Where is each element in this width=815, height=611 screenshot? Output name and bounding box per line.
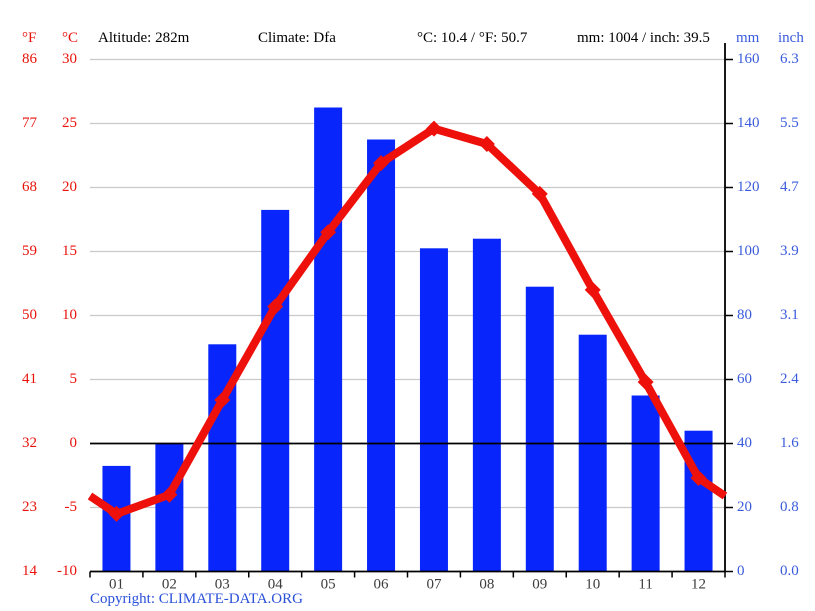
y-tick-inch-6.3: 6.3	[780, 51, 799, 67]
y-tick-c--10: -10	[57, 563, 77, 579]
x-tick-label-03: 03	[215, 576, 230, 592]
y-tick-f-50: 50	[22, 307, 37, 323]
y-tick-f-32: 32	[22, 435, 37, 451]
y-tick-mm-160: 160	[737, 51, 760, 67]
y-tick-c-0: 0	[70, 435, 78, 451]
x-tick-label-05: 05	[321, 576, 336, 592]
y-tick-f-23: 23	[22, 499, 37, 515]
precip-bar-06	[367, 139, 396, 572]
x-tick-label-08: 08	[479, 576, 494, 592]
temperature-marker-03	[214, 391, 231, 408]
copyright-line: Copyright: CLIMATE-DATA.ORG	[90, 591, 303, 608]
y-tick-mm-80: 80	[737, 307, 752, 323]
climate-data-org-link[interactable]: CLIMATE-DATA.ORG	[158, 591, 303, 607]
temperature-marker-02	[161, 486, 178, 503]
y-tick-inch-2.4: 2.4	[780, 371, 799, 387]
header-climate-class: Climate: Dfa	[258, 30, 336, 46]
x-tick-label-07: 07	[426, 576, 442, 592]
y-tick-f-68: 68	[22, 179, 37, 195]
y-tick-c-10: 10	[62, 307, 77, 323]
precip-bar-08	[472, 238, 501, 572]
y-tick-mm-60: 60	[737, 371, 752, 387]
x-tick-label-06: 06	[374, 576, 390, 592]
precip-bar-07	[419, 248, 448, 572]
temperature-marker-04	[267, 298, 284, 315]
temperature-marker-05	[320, 224, 337, 241]
x-tick-label-01: 01	[109, 576, 124, 592]
y-tick-f-14: 14	[22, 563, 38, 579]
precip-bar-02	[155, 443, 184, 572]
header-inch-unit: inch	[778, 30, 804, 46]
header-total-precip: mm: 1004 / inch: 39.5	[577, 30, 710, 46]
temperature-line	[87, 124, 728, 518]
header-avg-temp: °C: 10.4 / °F: 50.7	[417, 30, 528, 46]
precip-bar-05	[314, 107, 343, 572]
temperature-marker-07	[425, 120, 442, 137]
y-tick-c-25: 25	[62, 115, 77, 131]
y-tick-mm-0: 0	[737, 563, 745, 579]
y-tick-c-20: 20	[62, 179, 77, 195]
y-tick-inch-5.5: 5.5	[780, 115, 799, 131]
y-tick-mm-20: 20	[737, 499, 752, 515]
temperature-marker-01	[108, 505, 125, 522]
precip-bar-12	[684, 430, 713, 572]
y-tick-c-30: 30	[62, 51, 77, 67]
y-tick-f-59: 59	[22, 243, 37, 259]
precip-bar-11	[631, 395, 660, 572]
y-tick-f-41: 41	[22, 371, 37, 387]
y-tick-mm-120: 120	[737, 179, 760, 195]
temperature-marker-08	[478, 135, 495, 152]
temperature-marker-11	[637, 374, 654, 391]
y-tick-inch-0.0: 0.0	[780, 563, 799, 579]
x-tick-label-11: 11	[638, 576, 652, 592]
x-tick-label-12: 12	[691, 576, 706, 592]
x-tick-label-04: 04	[268, 576, 284, 592]
header-c-unit: °C	[62, 30, 79, 46]
header-altitude: Altitude: 282m	[98, 30, 190, 46]
x-tick-label-02: 02	[162, 576, 177, 592]
y-tick-inch-4.7: 4.7	[780, 179, 799, 195]
x-tick-label-09: 09	[532, 576, 547, 592]
y-tick-mm-140: 140	[737, 115, 760, 131]
y-tick-inch-0.8: 0.8	[780, 499, 799, 515]
y-tick-mm-100: 100	[737, 243, 760, 259]
header-f-unit: °F	[22, 30, 37, 46]
x-tick-label-10: 10	[585, 576, 600, 592]
y-tick-c-15: 15	[62, 243, 77, 259]
temperature-marker-06	[373, 155, 390, 172]
copyright-label: Copyright:	[90, 591, 159, 607]
y-tick-inch-3.1: 3.1	[780, 307, 799, 323]
y-tick-inch-1.6: 1.6	[780, 435, 799, 451]
temperature-marker-12	[690, 470, 707, 487]
precip-bar-04	[261, 209, 290, 572]
y-tick-c-5: 5	[70, 371, 78, 387]
precip-bar-10	[578, 334, 607, 572]
y-tick-inch-3.9: 3.9	[780, 243, 799, 259]
y-tick-c--5: -5	[65, 499, 78, 515]
precip-bar-09	[525, 286, 554, 572]
header-mm-unit: mm	[736, 30, 760, 46]
temperature-marker-10	[584, 281, 601, 298]
y-tick-mm-40: 40	[737, 435, 752, 451]
temperature-marker-09	[531, 185, 548, 202]
y-tick-f-86: 86	[22, 51, 38, 67]
y-tick-f-77: 77	[22, 115, 38, 131]
